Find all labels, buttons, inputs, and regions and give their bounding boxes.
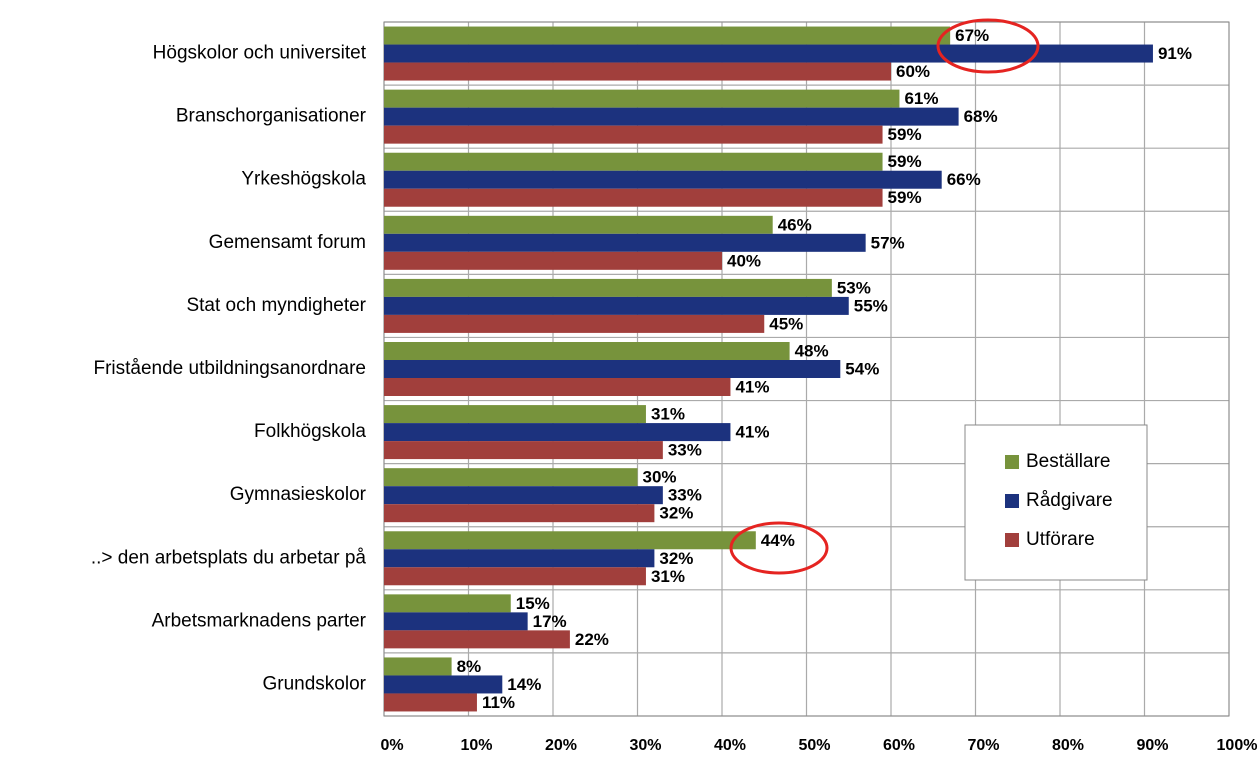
bar: [384, 567, 646, 586]
data-label: 33%: [668, 441, 702, 460]
bar: [384, 107, 959, 126]
bar: [384, 549, 655, 568]
data-label: 33%: [668, 486, 702, 505]
legend-swatch: [1005, 533, 1019, 547]
data-label: 40%: [727, 251, 761, 270]
data-label: 17%: [533, 612, 567, 631]
bar: [384, 630, 570, 649]
bar: [384, 188, 883, 207]
data-label: 59%: [888, 152, 922, 171]
bar: [384, 89, 900, 108]
y-tick-label: Fristående utbildningsanordnare: [93, 358, 366, 379]
y-tick-label: Högskolor och universitet: [153, 43, 367, 64]
data-label: 14%: [507, 675, 541, 694]
bar: [384, 441, 663, 460]
data-label: 55%: [854, 296, 888, 315]
bar: [384, 504, 655, 523]
legend: [964, 424, 1148, 581]
data-label: 32%: [659, 549, 693, 568]
y-tick-label: Arbetsmarknadens parter: [152, 610, 367, 631]
bars: [384, 26, 1153, 712]
highlight-circle: [729, 521, 829, 575]
x-tick-label: 100%: [1217, 737, 1258, 754]
bar: [384, 378, 731, 396]
data-label: 48%: [795, 341, 829, 360]
x-tick-label: 50%: [798, 737, 830, 754]
data-label: 44%: [761, 531, 795, 550]
bar: [384, 405, 646, 424]
y-tick-label: Grundskolor: [263, 673, 367, 694]
data-label: 46%: [778, 215, 812, 234]
bar: [384, 278, 832, 297]
data-label: 91%: [1158, 44, 1192, 63]
bar: [384, 531, 756, 550]
data-label: 66%: [947, 170, 981, 189]
data-label: 57%: [871, 233, 905, 252]
data-label: 15%: [516, 594, 550, 613]
highlight-circle: [936, 18, 1040, 74]
x-tick-label: 0%: [380, 737, 403, 754]
data-label: 30%: [643, 468, 677, 487]
x-tick-label: 60%: [883, 737, 915, 754]
y-tick-label: Branschorganisationer: [176, 106, 367, 127]
legend-swatch: [1005, 455, 1019, 469]
data-label: 59%: [888, 188, 922, 207]
bar: [384, 486, 663, 505]
y-tick-label: ..> den arbetsplats du arbetar på: [91, 547, 367, 568]
data-label: 11%: [482, 693, 515, 712]
data-label: 45%: [769, 314, 803, 333]
bar: [384, 215, 773, 234]
data-label: 59%: [888, 125, 922, 144]
bar: [384, 693, 477, 712]
data-label: 61%: [904, 89, 938, 108]
x-tick-label: 40%: [714, 737, 746, 754]
legend-label: Rådgivare: [1026, 490, 1113, 511]
legend-label: Beställare: [1026, 451, 1111, 472]
bar: [384, 296, 849, 315]
y-tick-label: Gemensamt forum: [209, 232, 366, 253]
bar: [384, 62, 891, 81]
data-label: 60%: [896, 62, 930, 81]
bar: [384, 152, 883, 171]
bar: [384, 675, 503, 694]
legend-swatch: [1005, 494, 1019, 508]
x-tick-label: 30%: [629, 737, 661, 754]
y-tick-label: Folkhögskola: [254, 421, 366, 442]
x-tick-label: 90%: [1136, 737, 1168, 754]
bar: [384, 251, 722, 270]
data-label: 8%: [457, 657, 482, 676]
data-label: 22%: [575, 630, 609, 649]
bar: [384, 342, 790, 360]
bar: [384, 125, 883, 144]
y-tick-label: Stat och myndigheter: [186, 295, 366, 316]
data-label: 53%: [837, 278, 871, 297]
bar: [384, 468, 638, 487]
bar: [384, 657, 452, 676]
x-tick-label: 70%: [967, 737, 999, 754]
data-label: 41%: [735, 423, 769, 442]
y-tick-label: Yrkeshögskola: [241, 169, 366, 190]
x-tick-label: 20%: [545, 737, 577, 754]
x-tick-label: 80%: [1052, 737, 1084, 754]
legend-label: Utförare: [1026, 529, 1095, 550]
bar: [384, 26, 951, 45]
data-label: 54%: [845, 359, 879, 378]
bar: [384, 612, 528, 631]
y-tick-label: Gymnasieskolor: [230, 484, 367, 505]
data-label: 67%: [955, 26, 989, 45]
x-tick-label: 10%: [460, 737, 492, 754]
bar: [384, 44, 1153, 63]
bar: [384, 233, 866, 252]
bar: [384, 360, 841, 378]
bar: [384, 170, 942, 189]
data-label: 68%: [964, 107, 998, 126]
data-label: 32%: [659, 504, 693, 523]
data-label: 31%: [651, 567, 685, 586]
bar: [384, 594, 511, 613]
data-label: 41%: [735, 377, 769, 396]
data-label: 31%: [651, 405, 685, 424]
bar: [384, 314, 765, 333]
bar: [384, 423, 731, 442]
